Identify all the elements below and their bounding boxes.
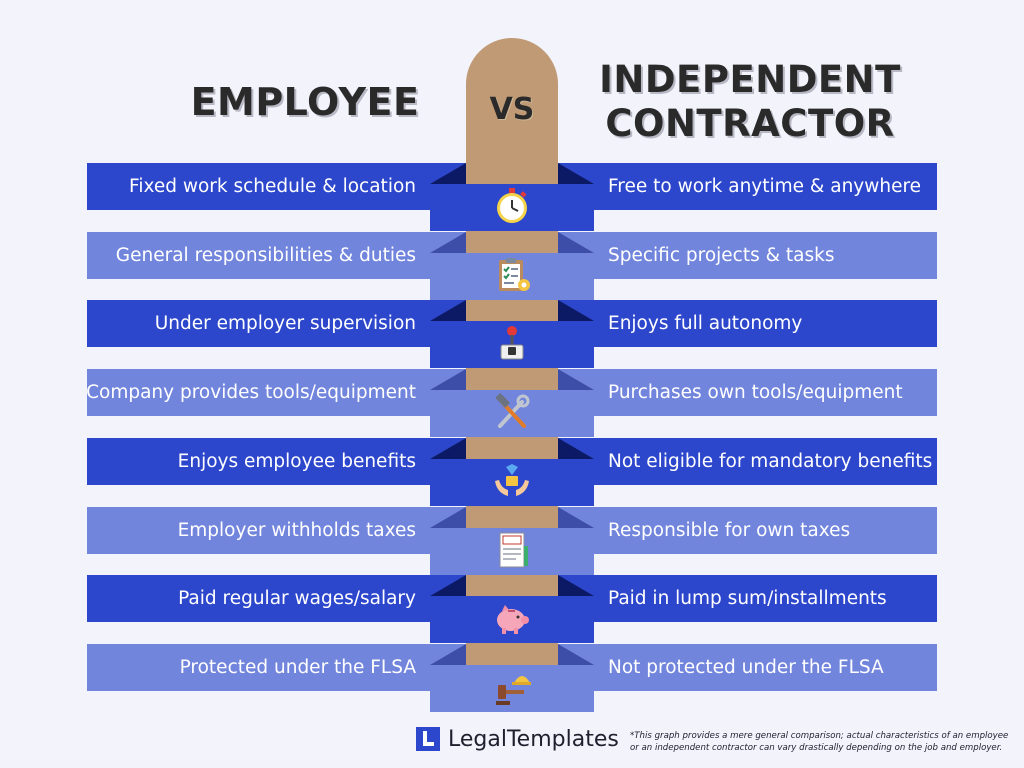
piggy-bank-icon [497, 605, 529, 634]
tax-document-icon [499, 532, 528, 568]
employee-band: Protected under the FLSA [87, 644, 466, 691]
employee-band: Under employer supervision [87, 300, 466, 347]
comparison-row: Company provides tools/equipment Purchas… [0, 369, 1024, 437]
band-fold-left [430, 575, 466, 596]
band-fold-right [558, 575, 594, 596]
comparison-row: Fixed work schedule & location Free to w… [0, 163, 1024, 231]
contractor-title-line2: CONTRACTOR [605, 102, 895, 145]
disclaimer: *This graph provides a mere general comp… [630, 730, 1015, 754]
brand-logo[interactable]: LegalTemplates [416, 724, 619, 754]
contractor-band: Purchases own tools/equipment [558, 369, 937, 416]
band-fold-right [558, 438, 594, 459]
disclaimer-line: or an independent contractor can vary dr… [630, 743, 1003, 753]
hands-gift-icon [495, 464, 529, 496]
employee-trait: Company provides tools/equipment [86, 382, 416, 403]
contractor-trait: Not eligible for mandatory benefits [608, 451, 933, 472]
legaltemplates-logo-icon [416, 727, 440, 751]
employee-band: General responsibilities & duties [87, 232, 466, 279]
employee-band: Company provides tools/equipment [86, 369, 466, 416]
band-fold-left [430, 163, 466, 184]
contractor-band: Not protected under the FLSA [558, 644, 937, 691]
band-fold-left [430, 438, 466, 459]
employee-band: Fixed work schedule & location [87, 163, 466, 210]
vs-label: VS [489, 92, 535, 127]
stopwatch-icon [497, 188, 527, 223]
employee-trait: Paid regular wages/salary [178, 588, 416, 609]
band-fold-left [430, 644, 466, 665]
contractor-trait: Responsible for own taxes [608, 520, 851, 541]
contractor-band: Enjoys full autonomy [558, 300, 937, 347]
comparison-row: Under employer supervision Enjoys full a… [0, 300, 1024, 368]
checklist-clipboard-icon [499, 258, 530, 291]
band-fold-right [558, 232, 594, 253]
comparison-row: Enjoys employee benefits Not eligible fo… [0, 438, 1024, 506]
contractor-band: Not eligible for mandatory benefits [558, 438, 937, 485]
contractor-trait: Not protected under the FLSA [608, 657, 884, 678]
employee-trait: Under employer supervision [154, 313, 416, 334]
band-connector [430, 665, 594, 712]
contractor-trait: Enjoys full autonomy [608, 313, 803, 334]
comparison-row: Protected under the FLSA Not protected u… [0, 644, 1024, 712]
hammer-wrench-icon [495, 393, 530, 428]
band-fold-right [558, 507, 594, 528]
band-fold-right [558, 369, 594, 390]
contractor-band: Specific projects & tasks [558, 232, 937, 279]
disclaimer-line: *This graph provides a mere general comp… [630, 731, 1009, 741]
comparison-row: Paid regular wages/salary Paid in lump s… [0, 575, 1024, 643]
employee-trait: Protected under the FLSA [179, 657, 416, 678]
joystick-icon [500, 326, 524, 360]
band-fold-right [558, 163, 594, 184]
band-fold-right [558, 644, 594, 665]
contractor-band: Responsible for own taxes [558, 507, 937, 554]
comparison-row: Employer withholds taxes Responsible for… [0, 507, 1024, 575]
employee-trait: Fixed work schedule & location [129, 176, 416, 197]
contractor-band: Free to work anytime & anywhere [558, 163, 937, 210]
employee-trait: General responsibilities & duties [115, 245, 416, 266]
band-fold-left [430, 507, 466, 528]
employee-band: Paid regular wages/salary [87, 575, 466, 622]
band-fold-left [430, 300, 466, 321]
contractor-trait: Paid in lump sum/installments [608, 588, 887, 609]
brand-name: LegalTemplates [448, 726, 619, 752]
employee-trait: Enjoys employee benefits [177, 451, 416, 472]
employee-band: Employer withholds taxes [87, 507, 466, 554]
band-fold-right [558, 300, 594, 321]
employee-title: EMPLOYEE [190, 80, 420, 124]
contractor-title: INDEPENDENT CONTRACTOR [580, 58, 920, 146]
contractor-trait: Free to work anytime & anywhere [608, 176, 922, 197]
contractor-band: Paid in lump sum/installments [558, 575, 937, 622]
employee-trait: Employer withholds taxes [177, 520, 416, 541]
contractor-title-line1: INDEPENDENT [599, 58, 901, 101]
contractor-trait: Purchases own tools/equipment [608, 382, 903, 403]
gavel-helmet-icon [496, 676, 531, 705]
band-fold-left [430, 232, 466, 253]
contractor-trait: Specific projects & tasks [608, 245, 835, 266]
employee-band: Enjoys employee benefits [87, 438, 466, 485]
band-fold-left [430, 369, 466, 390]
comparison-row: General responsibilities & duties Specif… [0, 232, 1024, 300]
